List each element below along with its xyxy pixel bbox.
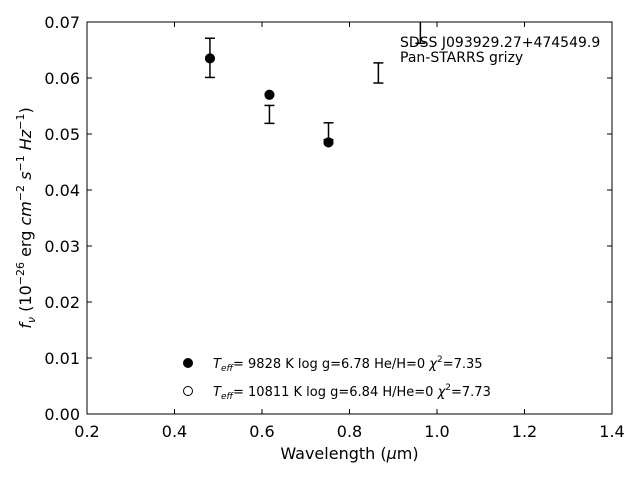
x-tick-label: 1.2: [512, 422, 537, 441]
y-tick-label: 0.05: [44, 125, 80, 144]
x-tick-label: 0.2: [74, 422, 99, 441]
annotation-object: SDSS J093929.27+474549.9: [400, 35, 600, 51]
y-tick-label: 0.04: [44, 181, 80, 200]
plot-area: [204, 22, 426, 148]
x-axis-label: Wavelength (μm): [280, 444, 418, 463]
model-point-filled: [204, 53, 215, 64]
x-tick-label: 0.4: [162, 422, 187, 441]
y-tick-label: 0.06: [44, 69, 80, 88]
legend-entry-text: Teff= 10811 K log g=6.84 H/He=0 χ2=7.73: [213, 383, 491, 402]
x-tick-label: 0.6: [249, 422, 274, 441]
observed-errorbar: [264, 104, 275, 125]
y-tick-label: 0.03: [44, 237, 80, 256]
legend-marker-filled: [183, 358, 193, 368]
observed-errorbar: [323, 122, 334, 141]
model-point-filled: [264, 89, 275, 100]
observed-errorbar: [415, 22, 426, 45]
y-axis-label: fν (10−26 erg cm−2 s−1 Hz−1): [14, 107, 38, 328]
axes: 0.2 0.4 0.6 0.8 1.0 1.2 1.4 0.00 0.01 0.02 0.03 0.0…: [14, 13, 625, 463]
observed-errorbar: [373, 62, 384, 84]
legend-entry-text: Teff= 9828 K log g=6.78 He/H=0 χ2=7.35: [213, 355, 483, 374]
y-tick-label: 0.01: [44, 349, 80, 368]
x-tick-label: 1.4: [599, 422, 624, 441]
axes-frame: [86, 21, 613, 415]
model-point-filled: [323, 137, 334, 148]
legend-marker-open: [183, 386, 193, 396]
legend: Teff= 9828 K log g=6.78 He/H=0 χ2=7.35 Te…: [183, 355, 491, 402]
y-tick-label: 0.00: [44, 405, 80, 424]
x-tick-label: 1.0: [424, 422, 449, 441]
y-tick-label: 0.07: [44, 13, 80, 32]
y-tick-label: 0.02: [44, 293, 80, 312]
annotation-survey: Pan-STARRS grizy: [400, 50, 523, 66]
x-tick-label: 0.8: [337, 422, 362, 441]
